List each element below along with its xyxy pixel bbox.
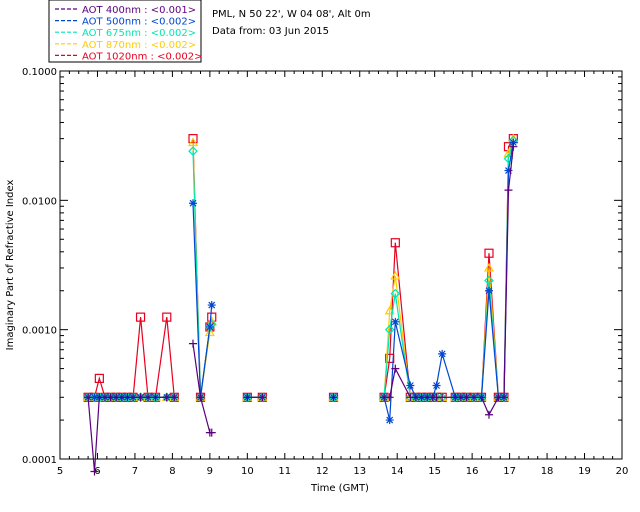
series-0 <box>84 143 517 476</box>
x-tick: 17 <box>503 71 537 477</box>
legend-label: AOT 500nm : <0.002> <box>82 17 196 28</box>
x-tick-label: 20 <box>616 466 629 477</box>
x-tick: 13 <box>353 71 387 477</box>
x-tick: 7 <box>132 71 163 477</box>
x-tick-label: 9 <box>207 466 213 477</box>
x-tick-label: 17 <box>503 466 516 477</box>
x-tick: 6 <box>94 71 125 477</box>
data-point <box>386 416 394 424</box>
date-info: Data from: 03 Jun 2015 <box>212 26 329 37</box>
series-line <box>88 147 513 472</box>
x-tick-label: 19 <box>578 466 591 477</box>
series-line <box>88 139 513 398</box>
x-tick-label: 7 <box>132 466 138 477</box>
x-tick: 12 <box>316 71 350 477</box>
y-tick: 0.0100 <box>22 77 622 207</box>
x-tick: 15 <box>428 71 462 477</box>
x-tick: 11 <box>278 71 312 477</box>
y-tick-label: 0.1000 <box>22 67 57 78</box>
x-tick-label: 11 <box>278 466 291 477</box>
y-tick-label: 0.0010 <box>22 326 57 337</box>
series-4 <box>84 135 517 402</box>
data-point <box>208 301 216 309</box>
x-axis: 5 6 7 8 9 10 11 12 13 14 15 16 17 18 19 20 <box>57 71 629 477</box>
data-point <box>433 382 441 390</box>
y-tick-label: 0.0001 <box>22 455 57 466</box>
x-tick-label: 15 <box>428 466 441 477</box>
legend-label: AOT 870nm : <0.002> <box>82 40 196 51</box>
data-point <box>485 411 493 419</box>
x-tick: 16 <box>466 71 500 477</box>
x-tick: 9 <box>207 71 238 477</box>
x-axis-label: Time (GMT) <box>310 483 369 494</box>
legend: AOT 400nm : <0.001>AOT 500nm : <0.002>AO… <box>49 0 202 62</box>
x-tick-label: 18 <box>541 466 554 477</box>
series-line <box>88 139 513 398</box>
y-axis: 0.0001 0.0010 0.0100 0.1000 <box>22 67 622 466</box>
x-tick-label: 12 <box>316 466 329 477</box>
series-layer <box>84 135 517 476</box>
x-tick-label: 10 <box>241 466 254 477</box>
series-line <box>88 141 513 398</box>
data-point <box>406 382 414 390</box>
x-tick: 5 <box>57 71 88 477</box>
data-point <box>485 287 493 295</box>
y-axis-label: Imaginary Part of Refractive Index <box>5 180 16 351</box>
x-tick-label: 5 <box>57 466 63 477</box>
series-2 <box>84 137 517 402</box>
legend-label: AOT 400nm : <0.001> <box>82 5 196 16</box>
x-tick-label: 14 <box>391 466 404 477</box>
x-tick-label: 16 <box>466 466 479 477</box>
series-1 <box>84 139 517 425</box>
x-tick-label: 8 <box>169 466 175 477</box>
y-tick-label: 0.0100 <box>22 196 57 207</box>
data-point <box>504 186 512 194</box>
data-point <box>438 350 446 358</box>
legend-label: AOT 1020nm : <0.002> <box>82 51 202 62</box>
series-3 <box>84 135 517 401</box>
legend-label: AOT 675nm : <0.002> <box>82 28 196 39</box>
site-info: PML, N 50 22', W 04 08', Alt 0m <box>212 9 371 20</box>
x-tick: 10 <box>241 71 275 477</box>
series-line <box>88 143 513 421</box>
y-tick: 0.0010 <box>22 206 622 336</box>
data-point <box>206 323 214 331</box>
data-point <box>189 199 197 207</box>
data-point <box>189 340 197 348</box>
x-tick: 19 <box>578 71 612 477</box>
x-tick: 18 <box>541 71 575 477</box>
x-tick-label: 13 <box>353 466 366 477</box>
data-point <box>391 318 399 326</box>
